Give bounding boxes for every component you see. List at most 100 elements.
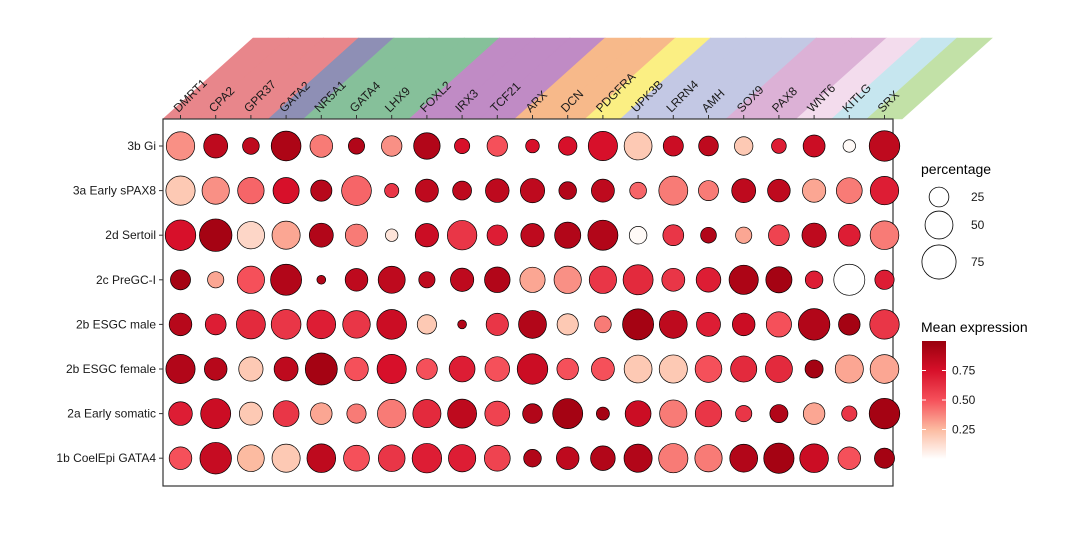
dot-pdgfra — [591, 357, 615, 381]
dot-dmrt1 — [164, 219, 197, 251]
dot-dcn — [558, 136, 578, 156]
dot-sox9 — [729, 443, 758, 473]
dot-pax8 — [768, 224, 790, 246]
dot-gpr37 — [238, 356, 264, 382]
dot-gata2 — [270, 130, 302, 162]
dot-gata4 — [346, 403, 367, 424]
dot-tcf21 — [485, 312, 509, 336]
dot-dcn — [553, 265, 582, 294]
dot-arx — [522, 403, 543, 424]
dot-irx3 — [454, 138, 471, 154]
dot-kitlg — [837, 446, 861, 470]
dot-gata4 — [343, 444, 370, 472]
dot-tcf21 — [484, 266, 511, 293]
dot-cpa2 — [204, 313, 227, 336]
color-legend: Mean expression 0.75 0.50 0.25 — [921, 319, 1028, 459]
dot-gpr37 — [242, 137, 260, 155]
dot-amh — [695, 267, 722, 293]
dot-sox9 — [735, 405, 753, 423]
dot-kitlg — [842, 139, 856, 153]
dot-arx — [520, 223, 545, 248]
dot-arx — [519, 266, 546, 293]
dot-kitlg — [834, 354, 864, 384]
dot-gata2 — [270, 309, 302, 340]
dot-amh — [694, 444, 723, 473]
dot-srx — [868, 130, 901, 162]
dot-pax8 — [769, 404, 789, 423]
dot-kitlg — [841, 405, 858, 422]
dot-pax8 — [765, 355, 793, 383]
dot-cpa2 — [200, 398, 232, 429]
dot-pax8 — [765, 311, 792, 338]
color-legend-label: 0.75 — [952, 364, 976, 378]
dot-gpr37 — [237, 177, 265, 205]
dot-tcf21 — [484, 400, 511, 427]
dot-gata2 — [272, 400, 300, 427]
dot-kitlg — [836, 177, 863, 204]
dot-srx — [874, 447, 895, 469]
dot-sox9 — [728, 264, 759, 295]
dot-amh — [700, 226, 717, 244]
dot-lhx9 — [376, 309, 407, 340]
dot-upk3b — [622, 264, 654, 296]
dot-upk3b — [624, 400, 652, 427]
y-tick-label: 2d Sertoil — [105, 228, 156, 242]
dot-gata4 — [344, 356, 369, 382]
y-tick-label: 3a Early sPAX8 — [73, 184, 156, 198]
dot-upk3b — [629, 181, 647, 200]
dot-lhx9 — [377, 265, 406, 294]
dot-wnt6 — [804, 270, 824, 289]
dot-nr5a1 — [310, 179, 333, 202]
color-legend-label: 0.25 — [952, 423, 976, 437]
dot-lhx9 — [384, 183, 400, 199]
dot-srx — [869, 220, 900, 250]
size-legend-title: percentage — [921, 161, 991, 177]
dot-nr5a1 — [316, 275, 327, 285]
dot-wnt6 — [802, 402, 826, 425]
dot-upk3b — [622, 308, 654, 341]
dot-sox9 — [734, 136, 754, 156]
dot-pdgfra — [587, 131, 618, 161]
dot-upk3b — [623, 443, 653, 473]
dot-kitlg — [837, 223, 861, 247]
y-tick-label: 1b CoelEpi GATA4 — [56, 451, 156, 465]
dot-dmrt1 — [165, 354, 196, 384]
dot-gata4 — [344, 223, 369, 247]
dot-cpa2 — [203, 133, 229, 159]
dot-arx — [518, 310, 547, 339]
gene-group-bands — [162, 37, 993, 120]
dot-pdgfra — [588, 265, 617, 294]
dot-arx — [519, 178, 546, 204]
dot-gata4 — [341, 175, 372, 206]
size-legend-label: 25 — [971, 190, 985, 204]
dot-nr5a1 — [306, 309, 337, 340]
dot-kitlg — [833, 263, 866, 296]
size-legend-label: 75 — [971, 255, 985, 269]
dot-tcf21 — [485, 178, 510, 203]
dot-nr5a1 — [309, 134, 333, 158]
dot-tcf21 — [484, 444, 511, 472]
dot-wnt6 — [799, 443, 829, 473]
y-axis: 3b Gi 3a Early sPAX8 2d Sertoil 2c PreGC-I 2… — [56, 139, 163, 465]
dot-srx — [869, 176, 900, 206]
dot-dcn — [556, 313, 579, 336]
dot-lhx9 — [385, 228, 399, 242]
dot-nr5a1 — [304, 352, 338, 386]
dot-tcf21 — [486, 224, 508, 246]
size-legend-label: 50 — [971, 218, 985, 232]
dot-lrrn4 — [658, 443, 689, 474]
dot-srx — [869, 309, 900, 340]
dot-gpr37 — [236, 221, 265, 250]
dot-sox9 — [731, 178, 757, 203]
dot-lrrn4 — [659, 399, 688, 428]
dot-arx — [525, 138, 540, 154]
plot-panel — [162, 118, 894, 487]
dot-gpr37 — [236, 265, 265, 294]
dot-pdgfra — [587, 219, 619, 251]
dot-foxl2 — [416, 314, 437, 335]
dot-wnt6 — [802, 134, 826, 158]
dot-arx — [516, 353, 549, 385]
dot-srx — [869, 354, 900, 384]
dot-foxl2 — [416, 358, 438, 380]
dot-dcn — [554, 221, 582, 249]
